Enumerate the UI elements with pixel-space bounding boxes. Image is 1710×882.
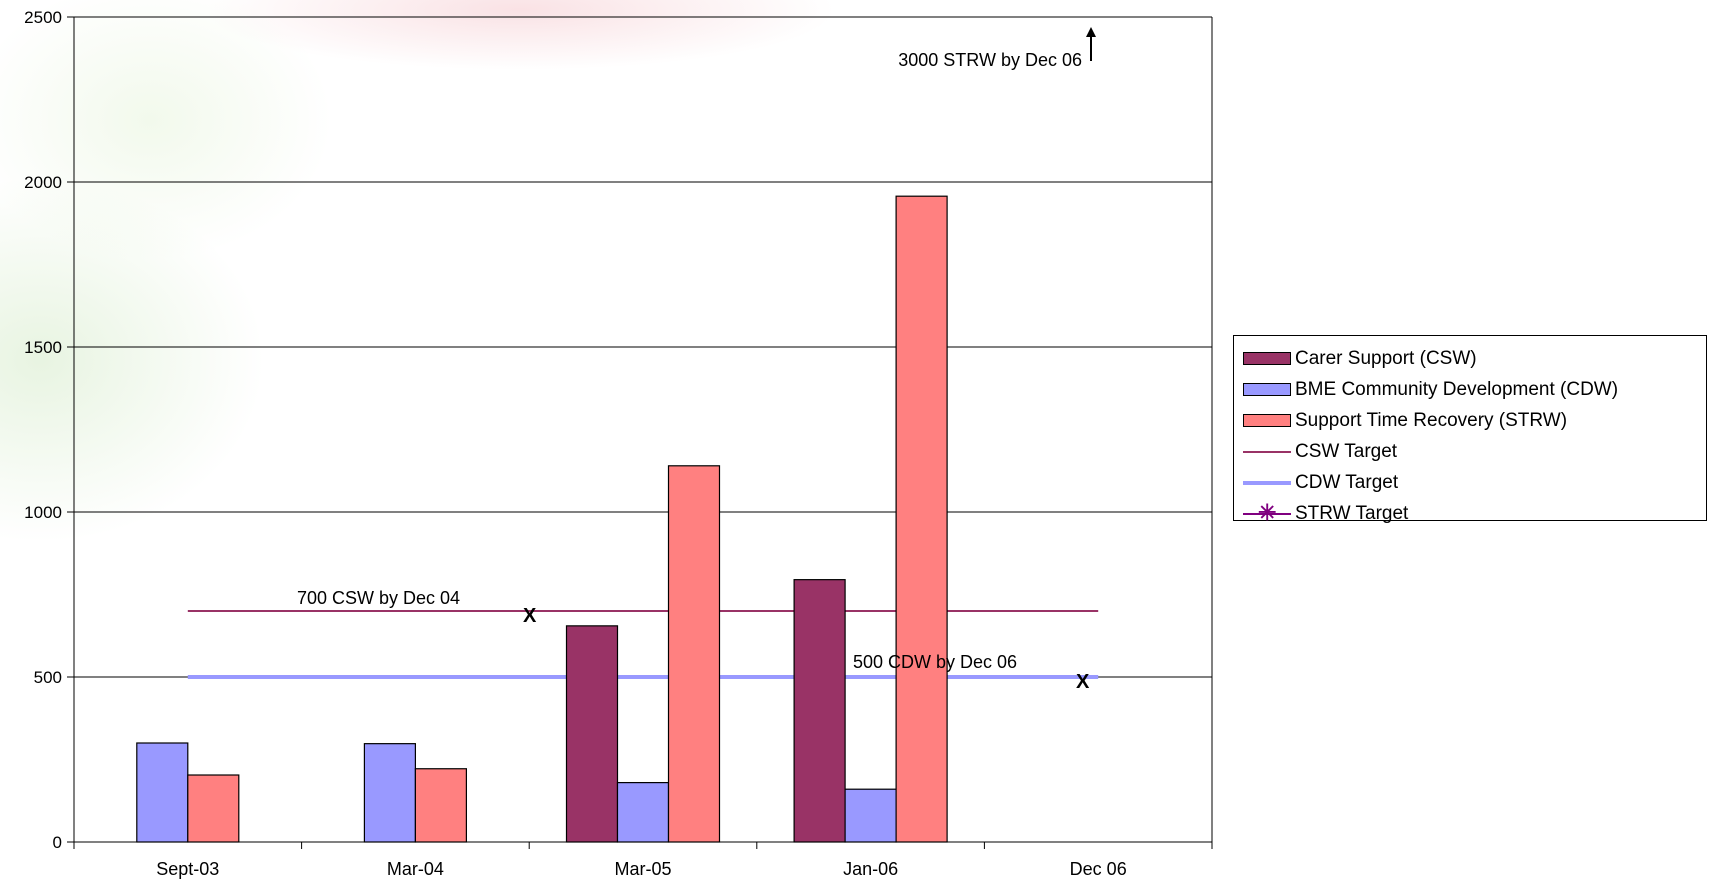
x-axis-ticks: Sept-03 Mar-04 Mar-05 Jan-06 Dec 06 xyxy=(74,842,1212,879)
bars xyxy=(137,196,947,842)
bar xyxy=(794,580,845,842)
bar xyxy=(364,744,415,842)
chart-legend: Carer Support (CSW) BME Community Develo… xyxy=(1233,335,1707,521)
legend-label: STRW Target xyxy=(1295,503,1408,525)
bar xyxy=(845,789,896,842)
annotation-cdw-target: 500 CDW by Dec 06 xyxy=(853,652,1017,672)
annotation-csw-target: 700 CSW by Dec 04 xyxy=(297,588,460,608)
bar-chart: 0 500 1000 1500 2000 2500 Sept-03 Mar-04 Mar-05… xyxy=(0,0,1230,882)
legend-label: Support Time Recovery (STRW) xyxy=(1295,410,1567,432)
legend-label: Carer Support (CSW) xyxy=(1295,348,1477,370)
x-tick-label: Dec 06 xyxy=(1070,859,1127,879)
axes xyxy=(74,17,1212,842)
legend-label: CDW Target xyxy=(1295,472,1398,494)
legend-label: BME Community Development (CDW) xyxy=(1295,379,1618,401)
bar xyxy=(415,769,466,842)
legend-item-csw: Carer Support (CSW) xyxy=(1241,343,1706,374)
legend-swatch-cdw xyxy=(1243,383,1291,396)
legend-line-cdw-target xyxy=(1243,481,1291,485)
legend-item-csw-target: CSW Target xyxy=(1241,436,1706,467)
annotation-strw-target: 3000 STRW by Dec 06 xyxy=(898,50,1082,70)
bar xyxy=(669,466,720,842)
bar xyxy=(896,196,947,842)
up-arrow-icon xyxy=(1086,27,1096,61)
y-tick-label: 1000 xyxy=(24,503,62,522)
y-tick-label: 0 xyxy=(53,833,62,852)
y-tick-label: 2500 xyxy=(24,8,62,27)
bar xyxy=(618,783,669,842)
gridlines xyxy=(74,17,1212,677)
x-tick-label: Mar-05 xyxy=(614,859,671,879)
asterisk-marker-icon: ✳ xyxy=(1258,501,1276,525)
y-tick-label: 500 xyxy=(34,668,62,687)
legend-item-cdw-target: CDW Target xyxy=(1241,467,1706,498)
bar xyxy=(137,743,188,842)
x-tick-label: Jan-06 xyxy=(843,859,898,879)
legend-item-cdw: BME Community Development (CDW) xyxy=(1241,374,1706,405)
legend-swatch-csw xyxy=(1243,352,1291,365)
x-tick-label: Sept-03 xyxy=(156,859,219,879)
y-tick-label: 2000 xyxy=(24,173,62,192)
legend-swatch-strw xyxy=(1243,414,1291,427)
bar xyxy=(567,626,618,842)
legend-item-strw-target: ✳ STRW Target xyxy=(1241,498,1706,529)
legend-label: CSW Target xyxy=(1295,441,1397,463)
legend-line-csw-target xyxy=(1243,451,1291,453)
y-axis-ticks: 0 500 1000 1500 2000 2500 xyxy=(24,8,74,852)
y-tick-label: 1500 xyxy=(24,338,62,357)
x-marker-csw: X xyxy=(523,605,537,627)
legend-item-strw: Support Time Recovery (STRW) xyxy=(1241,405,1706,436)
bar xyxy=(188,775,239,842)
x-marker-cdw: X xyxy=(1076,671,1090,693)
x-tick-label: Mar-04 xyxy=(387,859,444,879)
